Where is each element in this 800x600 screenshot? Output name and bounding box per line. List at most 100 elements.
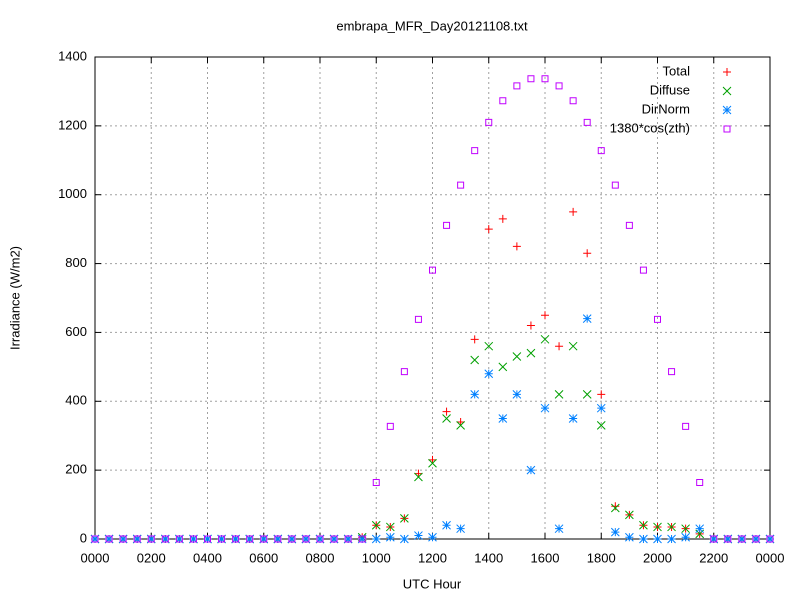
data-point (653, 534, 662, 544)
data-point (639, 266, 647, 274)
data-point (540, 403, 550, 413)
data-point (414, 469, 423, 478)
y-tick-label: 200 (65, 462, 87, 477)
data-point (513, 82, 521, 90)
data-point (372, 479, 380, 487)
data-point (485, 118, 493, 126)
data-point (597, 147, 605, 155)
data-point (302, 535, 310, 543)
data-point (484, 369, 494, 379)
data-point (245, 534, 255, 544)
legend-label: Diffuse (650, 82, 690, 97)
data-point (639, 534, 648, 544)
x-tick-label: 2200 (699, 550, 728, 565)
data-point (274, 535, 282, 543)
data-point (610, 503, 620, 513)
data-point (386, 422, 394, 430)
data-point (498, 414, 508, 423)
data-point (766, 535, 774, 543)
data-point (442, 414, 451, 423)
data-point (344, 535, 352, 543)
data-point (583, 249, 592, 258)
data-point (175, 534, 184, 544)
data-point (738, 535, 746, 543)
x-tick-label: 2000 (643, 550, 672, 565)
data-point (470, 355, 480, 365)
data-point (625, 510, 634, 520)
data-point (582, 390, 592, 399)
x-tick-label: 0800 (306, 550, 335, 565)
data-point (498, 362, 508, 372)
data-point (414, 531, 423, 540)
legend-label: DirNorm (642, 101, 690, 116)
data-point (470, 390, 480, 399)
data-point (710, 535, 718, 543)
data-point (456, 417, 465, 426)
data-point (527, 75, 535, 83)
data-point (414, 472, 423, 482)
data-point (737, 534, 747, 544)
data-point (160, 534, 170, 544)
x-tick-label: 0600 (249, 550, 278, 565)
data-point (104, 534, 114, 544)
legend-marker (722, 86, 732, 96)
data-point (371, 534, 381, 544)
data-point (554, 390, 564, 399)
data-point (498, 214, 507, 223)
data-point (569, 97, 577, 105)
data-point (555, 82, 563, 90)
data-point (457, 181, 465, 189)
data-point (203, 534, 212, 544)
data-point (175, 535, 183, 543)
data-point (667, 534, 676, 544)
data-point (554, 524, 564, 534)
data-point (610, 527, 620, 537)
data-point (499, 97, 507, 105)
data-point (470, 335, 479, 344)
data-point (568, 341, 578, 351)
data-point (569, 207, 578, 216)
data-point (189, 534, 198, 544)
y-tick-label: 600 (65, 324, 87, 339)
x-tick-label: 1400 (474, 550, 503, 565)
data-point (147, 535, 155, 543)
data-point (428, 458, 437, 468)
data-point (456, 421, 465, 430)
x-tick-label: 0200 (137, 550, 166, 565)
data-point (315, 534, 325, 544)
data-point (146, 534, 156, 544)
data-point (189, 535, 197, 543)
data-point (681, 524, 690, 534)
data-point (232, 535, 240, 543)
data-point (400, 368, 408, 376)
data-point (400, 534, 409, 544)
data-point (555, 342, 564, 351)
data-point (260, 535, 268, 543)
data-point (118, 534, 128, 544)
data-point (443, 221, 451, 229)
data-point (400, 513, 409, 523)
data-point (301, 534, 311, 544)
data-point (597, 390, 606, 399)
data-point (639, 520, 648, 530)
data-point (696, 479, 704, 487)
data-point (596, 421, 606, 430)
data-point (343, 534, 353, 544)
data-point (582, 314, 592, 324)
data-point (765, 534, 775, 544)
data-point (231, 534, 240, 544)
data-point (695, 524, 705, 534)
data-point (568, 414, 578, 423)
data-point (484, 225, 493, 234)
data-point (90, 534, 100, 544)
data-point (668, 368, 676, 376)
x-tick-label: 1600 (531, 550, 560, 565)
data-point (611, 181, 619, 189)
x-tick-label: 1800 (587, 550, 616, 565)
data-point (329, 534, 339, 544)
data-point (526, 321, 535, 330)
data-point (385, 532, 395, 542)
chart-title: embrapa_MFR_Day20121108.txt (336, 18, 528, 33)
data-point (259, 534, 269, 544)
legend-marker (722, 105, 732, 115)
